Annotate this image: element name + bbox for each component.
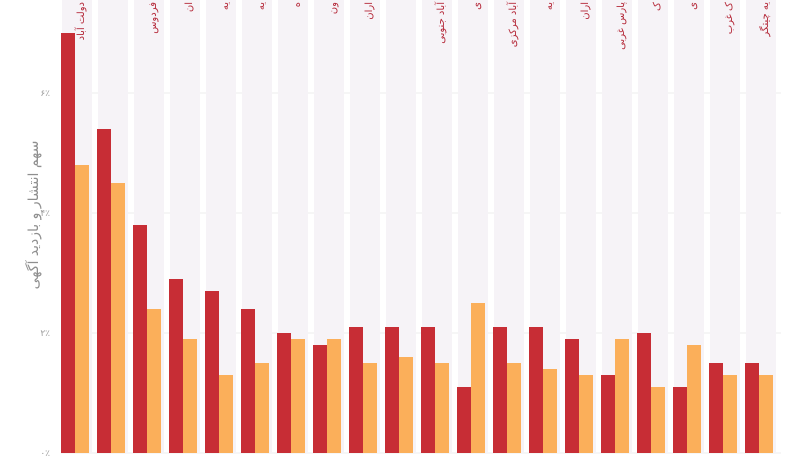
category-label-8: اران (364, 2, 375, 20)
bar-s0-13 (529, 327, 543, 453)
y-tick-label-0: ۰٪ (40, 449, 50, 458)
bar-s0-6 (277, 333, 291, 453)
category-label-19: یه چیتگر (759, 2, 771, 38)
bar-s0-2 (133, 225, 147, 453)
bar-s0-8 (349, 327, 363, 453)
category-label-13: یه (544, 2, 555, 10)
bar-s1-9 (399, 357, 413, 453)
bar-s1-5 (255, 363, 269, 453)
y-ticks: ۰٪ ۲٪ ۴٪ ۶٪ (40, 89, 50, 458)
bar-s1-2 (147, 309, 161, 453)
bar-s0-3 (169, 279, 183, 453)
category-label-18: ک غرب (724, 2, 735, 34)
bar-s1-10 (435, 363, 449, 453)
bar-s0-18 (709, 363, 723, 453)
bar-s0-14 (565, 339, 579, 453)
bar-s0-0 (61, 33, 75, 453)
bar-s0-15 (601, 375, 615, 453)
category-label-16: ک (652, 2, 663, 11)
bars (61, 33, 773, 453)
bar-s1-19 (759, 375, 773, 453)
bar-s0-17 (673, 387, 687, 453)
bar-s1-17 (687, 345, 701, 453)
bar-s1-14 (579, 375, 593, 453)
y-tick-label-1: ۲٪ (40, 329, 50, 339)
bar-s0-11 (457, 387, 471, 453)
y-tick-label-3: ۶٪ (40, 89, 50, 99)
bar-s1-18 (723, 375, 737, 453)
bar-s0-16 (637, 333, 651, 453)
category-label-3: ان (184, 2, 195, 12)
bar-s0-5 (241, 309, 255, 453)
category-label-15: پارس غربی (616, 2, 627, 50)
category-label-7: ون (328, 2, 339, 14)
bar-s0-19 (745, 363, 759, 453)
bar-s1-3 (183, 339, 197, 453)
bar-s1-0 (75, 165, 89, 453)
category-label-14: اران (580, 2, 591, 20)
bar-s1-15 (615, 339, 629, 453)
bar-s0-7 (313, 345, 327, 453)
bar-s0-9 (385, 327, 399, 453)
bar-s1-13 (543, 369, 557, 453)
category-label-17: ی (688, 2, 699, 10)
bar-s1-6 (291, 339, 305, 453)
category-label-5: یه (256, 2, 267, 10)
y-axis-label: سهم انتشار و بازدید آگهی (25, 141, 42, 290)
bar-s1-16 (651, 387, 665, 453)
bar-s0-4 (205, 291, 219, 453)
bar-s0-1 (97, 129, 111, 453)
category-label-11: ی (472, 2, 483, 10)
bar-s1-7 (327, 339, 341, 453)
category-label-10: آباد جنوبی (434, 1, 447, 44)
bar-s1-12 (507, 363, 521, 453)
category-label-4: یه (220, 2, 231, 10)
category-label-6: ه (292, 2, 303, 7)
category-label-12: آباد مرکزی (506, 1, 519, 47)
bar-s1-8 (363, 363, 377, 453)
bar-s0-12 (493, 327, 507, 453)
y-tick-label-2: ۴٪ (40, 209, 50, 219)
bar-s1-11 (471, 303, 485, 453)
bar-s1-4 (219, 375, 233, 453)
category-label-2: فردوس (148, 2, 159, 34)
category-label-0: دولت آباد (74, 2, 87, 40)
bar-s1-1 (111, 183, 125, 453)
category-labels: دولت آباد فردوس ان یه یه ه ون اران آباد جنوبی ی آب… (74, 1, 771, 50)
bar-s0-10 (421, 327, 435, 453)
